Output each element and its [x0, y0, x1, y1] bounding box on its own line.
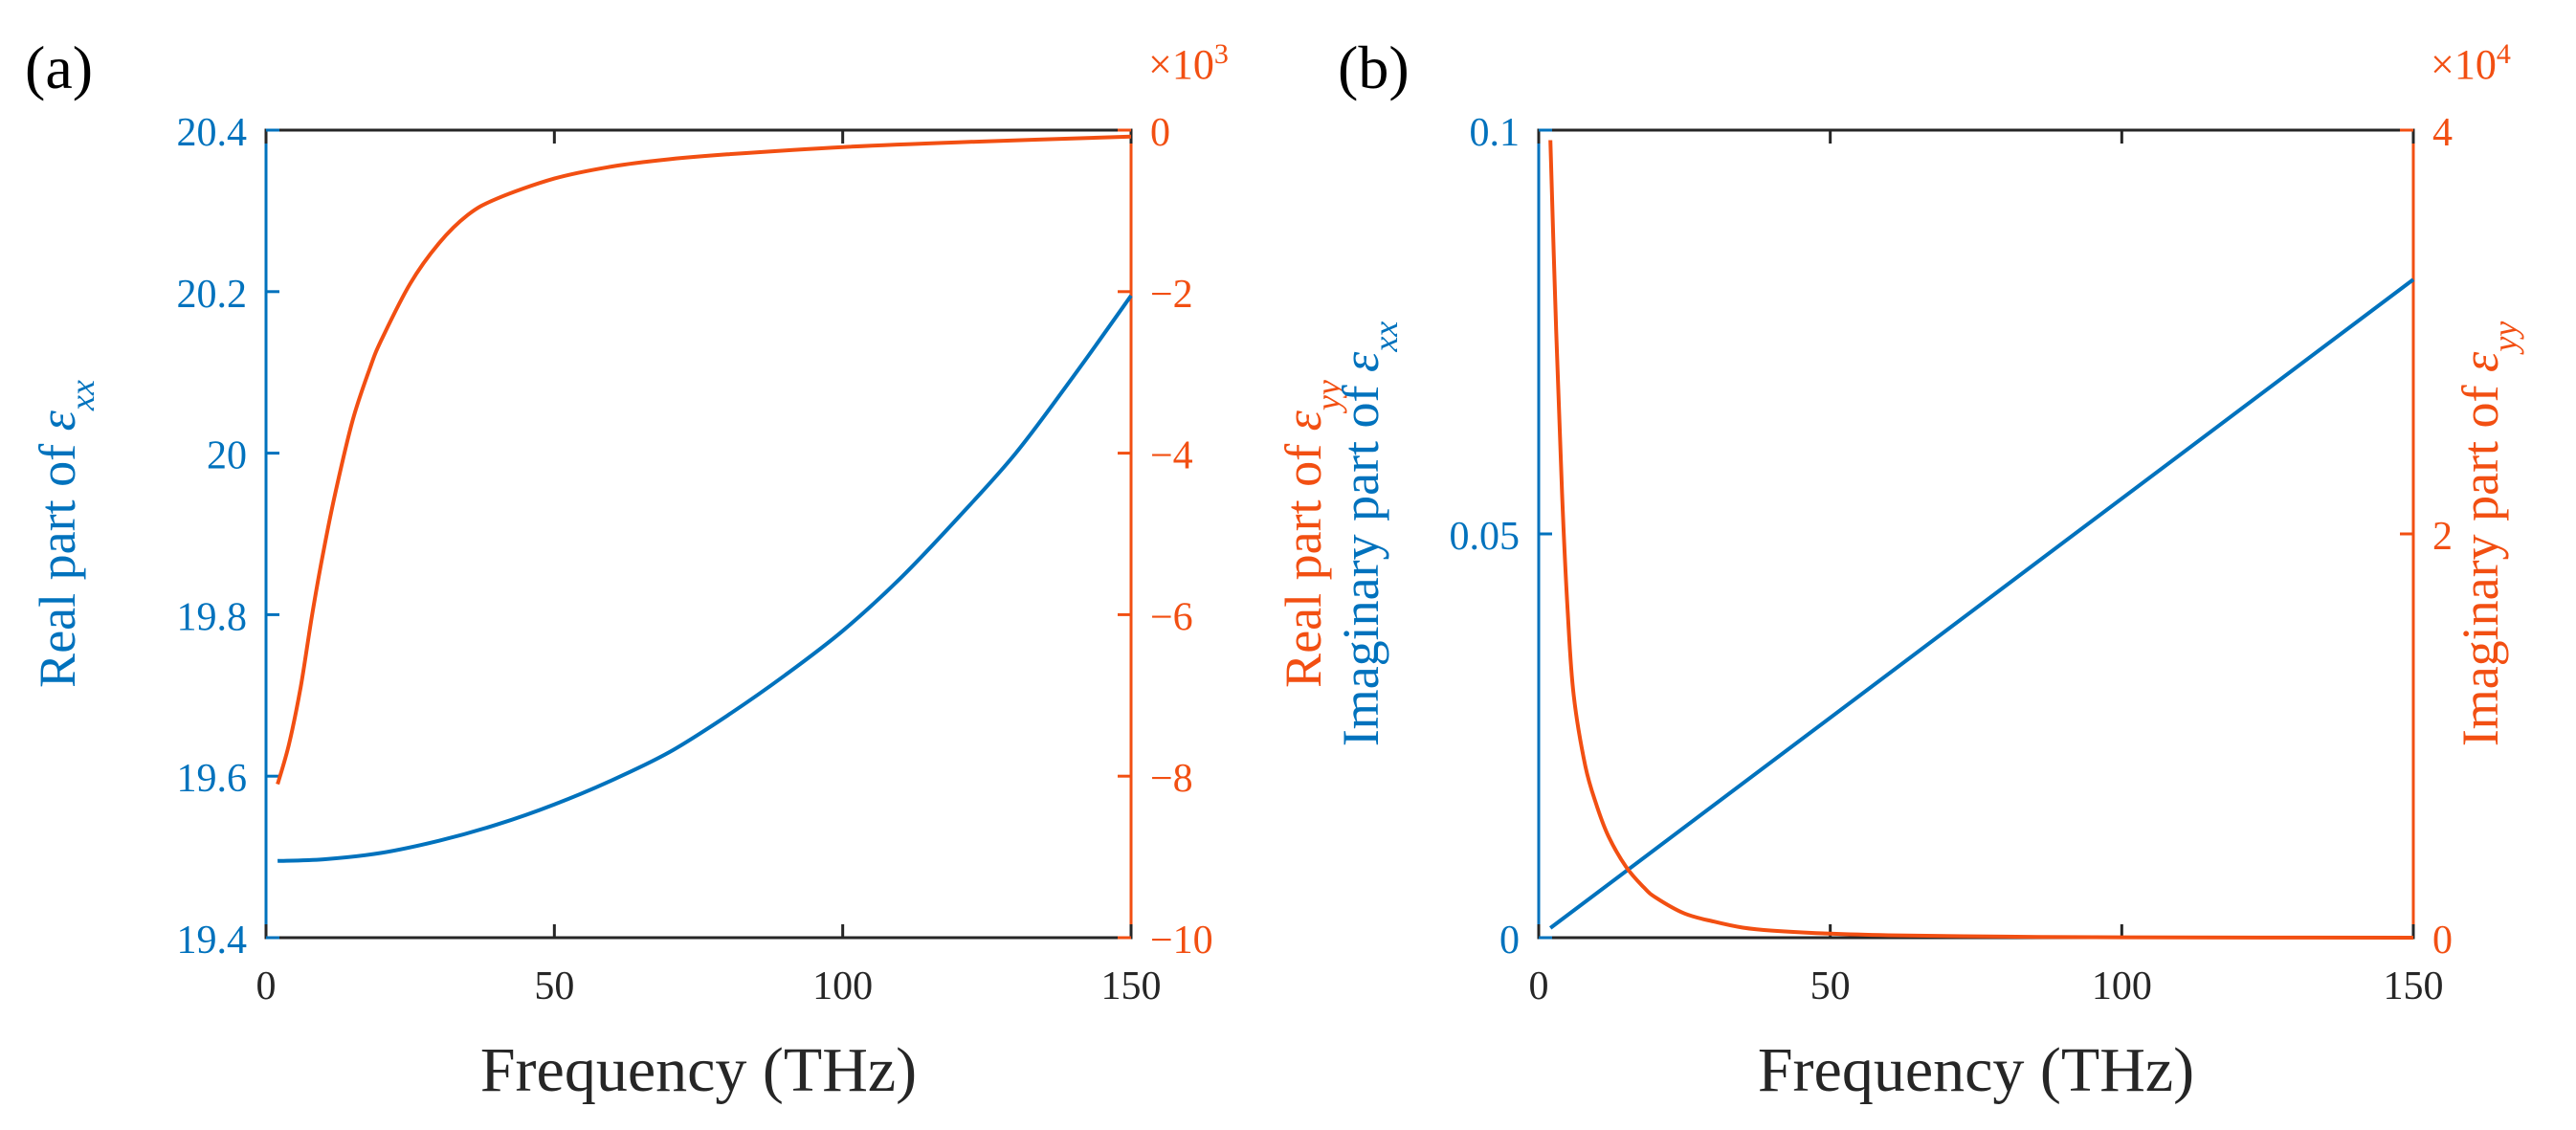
- left-tick-label: 19.8: [177, 595, 248, 639]
- panel-b-multiplier-base: ×10: [2431, 41, 2497, 88]
- right-tick-label: 0: [2432, 919, 2453, 963]
- panel-b-right-label-sub: yy: [2486, 321, 2524, 355]
- panel-b-right-multiplier: ×104: [2431, 38, 2511, 89]
- panel-a-x-axis-label: Frequency (THz): [480, 1035, 917, 1105]
- panel-b-x-axis-label: Frequency (THz): [1758, 1035, 2194, 1105]
- panel-b-left-label-main: Imaginary part of: [1332, 372, 1389, 746]
- left-tick-label: 0.05: [1450, 515, 1521, 559]
- left-tick-label: 20.2: [177, 273, 248, 317]
- right-tick-label: 2: [2432, 515, 2453, 559]
- x-tick-label: 100: [2092, 964, 2152, 1008]
- x-tick-label: 50: [534, 964, 574, 1008]
- panel-b-left-axis-label: Imaginary part of εxx: [1332, 321, 1405, 747]
- panel-b-left-label-sym: ε: [1332, 351, 1389, 372]
- panel-b-right-label-sym: ε: [2452, 351, 2509, 372]
- panel-a-label: (a): [25, 33, 93, 101]
- left-tick-label: 0: [1499, 919, 1520, 963]
- left-tick-label: 0.1: [1470, 111, 1521, 155]
- left-tick-label: 19.6: [177, 757, 248, 801]
- panel-b-right-axis-label: Imaginary part of εyy: [2452, 321, 2524, 747]
- right-tick-label: −6: [1150, 595, 1193, 639]
- panel-b-multiplier-exp: 4: [2497, 38, 2511, 70]
- x-tick-label: 50: [1810, 964, 1851, 1008]
- panel-a-right-label-sub: yy: [1309, 380, 1347, 413]
- panel-b-plot-area: [1537, 128, 2415, 940]
- x-tick-label: 150: [2384, 964, 2444, 1008]
- series-line-right-b: [1548, 140, 2414, 940]
- panel-b-x-ticks: 0 50 100 150: [1529, 130, 2444, 1008]
- panel-b-left-label-sub: xx: [1366, 321, 1405, 353]
- series-line-left-a: [278, 294, 1133, 863]
- panel-a-multiplier-exp: 3: [1214, 38, 1229, 70]
- x-tick-label: 100: [812, 964, 873, 1008]
- panel-a: (a) 0 50 100 150 19.4 19.6 19.8 20 20.2 20.4 −10…: [25, 33, 1347, 1105]
- right-tick-label: −2: [1150, 273, 1193, 317]
- panel-a-left-label-main: Real part of: [29, 431, 86, 687]
- panel-a-right-multiplier: ×103: [1148, 38, 1229, 89]
- left-tick-label: 20: [207, 434, 247, 478]
- x-tick-label: 0: [1529, 964, 1549, 1008]
- panel-a-left-ticks: 19.4 19.6 19.8 20 20.2 20.4: [177, 111, 279, 963]
- panel-a-plot-area: [264, 128, 1133, 940]
- panel-a-right-label-sym: ε: [1275, 410, 1332, 431]
- panel-a-x-ticks: 0 50 100 150: [256, 130, 1162, 1008]
- panel-a-left-axis-label: Real part of εxx: [29, 380, 101, 688]
- panel-a-lines: [276, 134, 1133, 863]
- series-line-right-a: [276, 134, 1132, 786]
- panel-a-right-ticks: −10 −8 −6 −4 −2 0: [1118, 111, 1213, 963]
- panel-b: (b) 0 50 100 150 00.050.1 024 ×104 Frequenc…: [1332, 33, 2524, 1105]
- right-tick-label: −8: [1150, 757, 1193, 801]
- left-tick-label: 19.4: [177, 919, 248, 963]
- series-line-left-b: [1548, 277, 2415, 930]
- x-tick-label: 0: [256, 964, 277, 1008]
- panel-b-left-ticks: 0 0.05 0.1: [1450, 111, 1552, 963]
- right-tick-label: −10: [1150, 919, 1213, 963]
- right-tick-label: 4: [2432, 111, 2453, 155]
- left-tick-label: 20.4: [177, 111, 248, 155]
- panel-a-left-label-sub: xx: [63, 380, 101, 411]
- panel-a-right-axis-label: Real part of εyy: [1275, 380, 1347, 688]
- panel-a-left-label-sym: ε: [29, 410, 86, 431]
- x-tick-label: 150: [1101, 964, 1162, 1008]
- panel-a-multiplier-base: ×10: [1148, 41, 1214, 88]
- panel-b-label: (b): [1338, 33, 1410, 101]
- panel-a-right-label-main: Real part of: [1275, 431, 1332, 687]
- panel-b-right-label-main: Imaginary part of: [2452, 372, 2509, 746]
- right-tick-label: −4: [1150, 434, 1193, 478]
- panel-b-lines: [1548, 140, 2415, 940]
- right-tick-label: 0: [1150, 111, 1170, 155]
